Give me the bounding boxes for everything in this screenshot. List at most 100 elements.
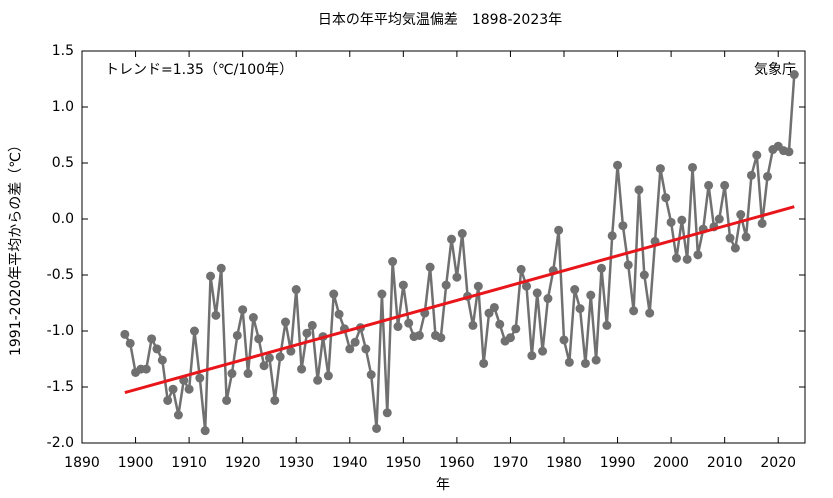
data-point — [623, 260, 633, 270]
data-point — [688, 162, 698, 172]
data-point — [264, 353, 274, 363]
data-point — [661, 193, 671, 203]
data-point — [720, 180, 730, 190]
data-point — [784, 147, 794, 157]
data-point — [206, 271, 216, 281]
data-point — [259, 361, 269, 371]
data-point — [693, 250, 703, 260]
y-tick-label: 1.5 — [52, 43, 74, 59]
x-tick-label: 1980 — [546, 455, 582, 471]
x-tick-label: 1990 — [600, 455, 636, 471]
data-point — [307, 320, 317, 330]
y-tick-label: -2.0 — [47, 435, 74, 451]
data-point — [436, 333, 446, 343]
data-point — [152, 344, 162, 354]
data-point — [388, 257, 398, 267]
data-point — [200, 426, 210, 436]
data-point — [602, 320, 612, 330]
data-point — [752, 150, 762, 160]
data-point — [607, 231, 617, 241]
data-point — [441, 280, 451, 290]
data-point — [141, 364, 151, 374]
data-point — [297, 364, 307, 374]
data-point — [666, 217, 676, 227]
x-tick-label: 2000 — [653, 455, 689, 471]
data-point — [254, 334, 264, 344]
data-point — [216, 263, 226, 273]
y-axis-label: 1991-2020年平均からの差（℃） — [8, 138, 24, 356]
data-point — [511, 324, 521, 334]
data-point — [404, 318, 414, 328]
data-point — [580, 358, 590, 368]
data-point — [147, 334, 157, 344]
data-point — [570, 285, 580, 295]
data-point — [248, 313, 258, 323]
data-point — [559, 335, 569, 345]
data-point — [222, 395, 232, 405]
data-point — [505, 333, 515, 343]
trend-line — [124, 205, 795, 395]
data-point — [554, 225, 564, 235]
data-point — [527, 351, 537, 361]
data-point — [393, 322, 403, 332]
data-point — [350, 337, 360, 347]
data-point — [345, 344, 355, 354]
data-point — [564, 357, 574, 367]
data-point — [634, 185, 644, 195]
data-point — [168, 384, 178, 394]
data-point — [575, 304, 585, 314]
y-tick-label: 0.5 — [52, 155, 74, 171]
source-annotation: 気象庁 — [754, 62, 796, 78]
data-point — [372, 423, 382, 433]
data-point — [677, 215, 687, 225]
data-point — [302, 328, 312, 338]
x-tick-label: 1910 — [171, 455, 207, 471]
data-point — [334, 309, 344, 319]
data-point — [613, 160, 623, 170]
data-point — [275, 352, 285, 362]
data-point — [596, 263, 606, 273]
data-point — [714, 214, 724, 224]
x-tick-label: 1920 — [225, 455, 261, 471]
x-tick-label: 1900 — [118, 455, 154, 471]
data-point — [736, 210, 746, 220]
data-point — [655, 164, 665, 174]
data-point — [639, 270, 649, 280]
data-point — [157, 355, 167, 365]
data-point — [377, 289, 387, 299]
data-point — [489, 302, 499, 312]
data-point — [291, 285, 301, 295]
data-point — [281, 317, 291, 327]
data-point — [323, 371, 333, 381]
data-point — [270, 395, 280, 405]
data-point — [682, 254, 692, 264]
data-point — [532, 288, 542, 298]
data-point — [741, 232, 751, 242]
data-point — [618, 221, 628, 231]
data-point — [189, 326, 199, 336]
data-point — [522, 281, 532, 291]
data-point — [538, 346, 548, 356]
x-tick-label: 1890 — [64, 455, 100, 471]
data-point — [232, 330, 242, 340]
data-point — [789, 70, 799, 80]
data-point — [479, 358, 489, 368]
data-point — [516, 264, 526, 274]
data-point — [671, 253, 681, 263]
trend-annotation: トレンド=1.35（℃/100年） — [105, 62, 293, 78]
data-point — [495, 319, 505, 329]
data-point — [452, 272, 462, 282]
data-point — [645, 308, 655, 318]
data-point — [586, 290, 596, 300]
plot-frame — [81, 50, 806, 444]
y-tick-label: -0.5 — [47, 267, 74, 283]
data-point — [313, 375, 323, 385]
data-point — [382, 408, 392, 418]
data-point — [484, 308, 494, 318]
data-point — [457, 229, 467, 239]
data-point — [163, 395, 173, 405]
data-point — [195, 373, 205, 383]
data-point — [366, 370, 376, 380]
x-axis-label: 年 — [436, 477, 450, 493]
data-point — [473, 281, 483, 291]
